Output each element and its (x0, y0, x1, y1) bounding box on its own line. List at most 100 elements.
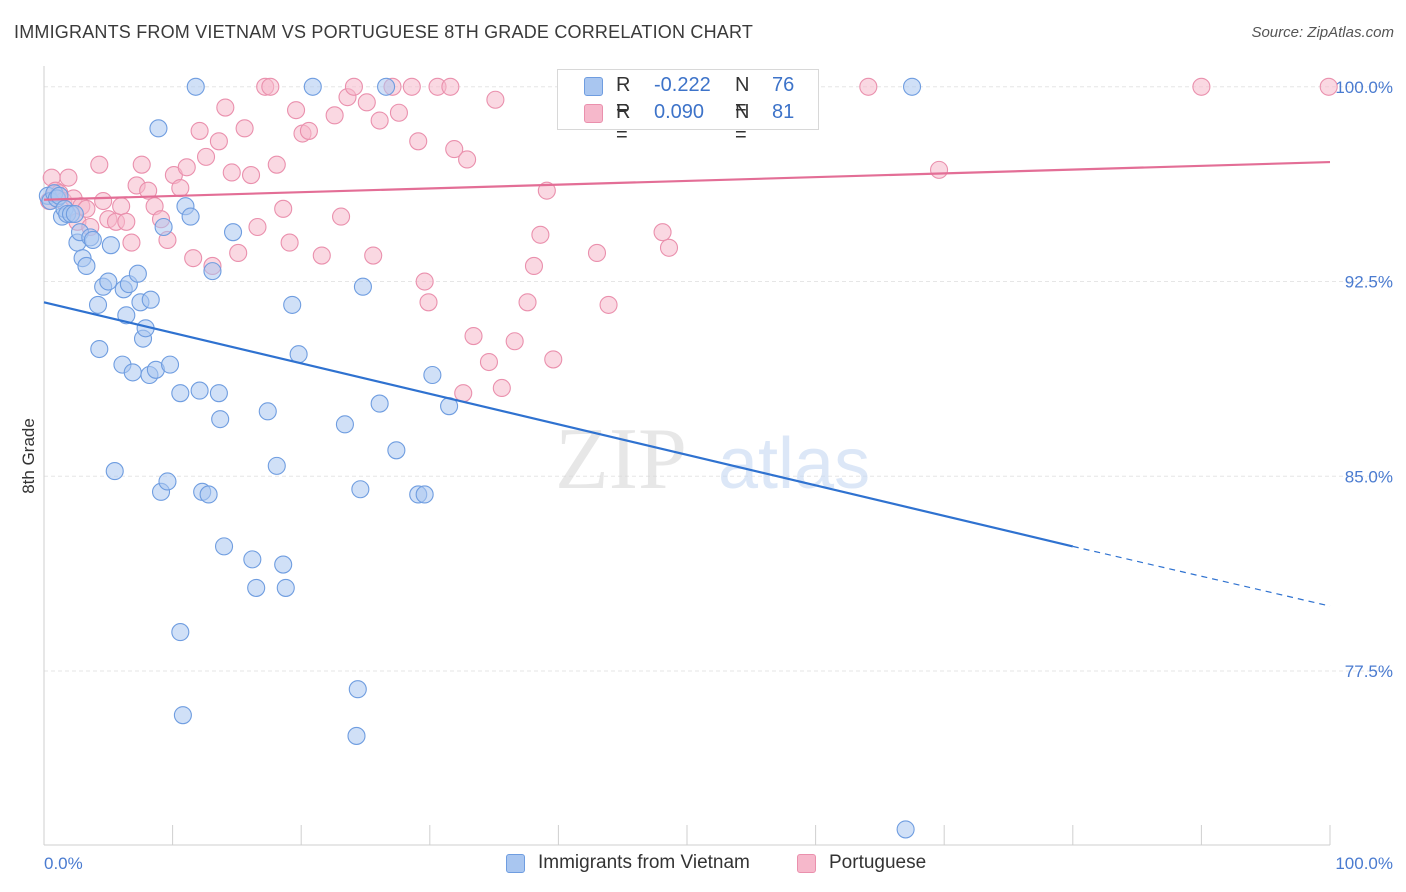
legend-r-label: R = (616, 74, 631, 119)
data-point (312, 246, 331, 265)
data-point (419, 293, 438, 312)
data-point (464, 327, 483, 346)
data-point (117, 306, 136, 325)
data-point (139, 181, 158, 200)
data-point (258, 402, 277, 421)
data-point (274, 199, 293, 218)
y-tick-label: 92.5% (1345, 273, 1393, 292)
data-point (531, 225, 550, 244)
data-point (105, 462, 124, 481)
data-point (149, 119, 168, 138)
data-point (276, 578, 295, 597)
data-point (280, 233, 299, 252)
bottom-legend-swatch-pink (797, 854, 816, 873)
data-point (267, 155, 286, 174)
data-point (347, 726, 366, 745)
y-axis-label: 8th Grade (19, 418, 38, 494)
data-point (160, 355, 180, 374)
legend-r-label: R = (616, 101, 631, 146)
chart-title: IMMIGRANTS FROM VIETNAM VS PORTUGUESE 8T… (14, 22, 754, 42)
data-point (902, 77, 922, 96)
data-point (211, 410, 230, 429)
watermark: ZIP (555, 411, 687, 508)
data-point (599, 295, 618, 314)
data-point (248, 217, 267, 237)
data-point (505, 332, 524, 351)
data-point (325, 106, 344, 125)
data-point (267, 456, 286, 475)
data-point (216, 98, 235, 117)
vietnam-points (38, 77, 922, 839)
data-point (154, 217, 173, 237)
data-point (303, 77, 322, 96)
data-point (132, 155, 151, 174)
data-point (209, 132, 228, 151)
data-point (486, 90, 505, 109)
data-point (196, 147, 216, 166)
data-point (544, 350, 563, 369)
data-point (389, 103, 408, 122)
data-point (128, 264, 147, 283)
data-point (158, 472, 177, 491)
data-point (335, 415, 354, 434)
y-tick-labels: 77.5% 85.0% 92.5% 100.0% (1335, 78, 1393, 681)
data-point (90, 339, 109, 359)
y-tick-label: 77.5% (1345, 662, 1393, 681)
data-point (445, 140, 464, 159)
data-point (299, 121, 318, 140)
data-point (415, 272, 434, 291)
data-point (387, 441, 406, 460)
data-point (65, 204, 84, 224)
data-point (223, 223, 243, 242)
data-point (518, 293, 537, 312)
data-point (88, 295, 108, 314)
data-point (423, 365, 442, 385)
data-point (235, 119, 254, 138)
data-point (344, 77, 363, 96)
data-point (859, 77, 878, 96)
legend-n-label: N = (735, 74, 750, 119)
legend-n-value: 76 (772, 74, 795, 96)
data-point (122, 233, 141, 252)
data-point (896, 820, 915, 839)
data-point (94, 191, 113, 211)
data-point (247, 578, 266, 597)
data-point (1192, 77, 1211, 96)
data-point (332, 207, 351, 226)
data-point (415, 485, 434, 504)
data-point (441, 77, 460, 96)
data-point (370, 394, 389, 413)
data-point (199, 485, 218, 504)
data-point (370, 111, 389, 130)
correlation-legend: R = -0.222 N = 76 R = 0.090 N = 81 (557, 69, 819, 146)
legend-n-label: N = (735, 101, 750, 146)
data-point (141, 290, 160, 309)
legend-n-value: 81 (772, 101, 795, 123)
trend-line-portuguese (43, 160, 1331, 201)
data-point (177, 158, 196, 177)
data-point (181, 207, 200, 226)
data-point (173, 706, 192, 725)
data-point (402, 77, 421, 96)
data-point (171, 623, 190, 642)
bottom-legend-swatch-blue (506, 854, 525, 873)
legend-swatch-blue (584, 77, 603, 96)
trend-line-vietnam-extension (1072, 545, 1331, 607)
data-point (458, 150, 477, 169)
data-point (203, 262, 222, 281)
legend-r-value: -0.222 (654, 74, 711, 96)
y-tick-label: 100.0% (1335, 78, 1393, 97)
data-point (274, 555, 293, 574)
trend-line-vietnam (43, 301, 1074, 548)
data-point (171, 384, 190, 403)
data-point (454, 384, 473, 403)
source-note: Source: ZipAtlas.com (1251, 24, 1394, 41)
data-point (659, 238, 679, 257)
data-point (59, 168, 78, 187)
data-point (537, 181, 556, 200)
watermark-atlas: atlas (718, 424, 870, 504)
x-tick-labels: 0.0% 100.0% (44, 854, 1393, 873)
data-point (492, 378, 511, 398)
data-point (184, 249, 203, 268)
data-point (261, 77, 280, 96)
